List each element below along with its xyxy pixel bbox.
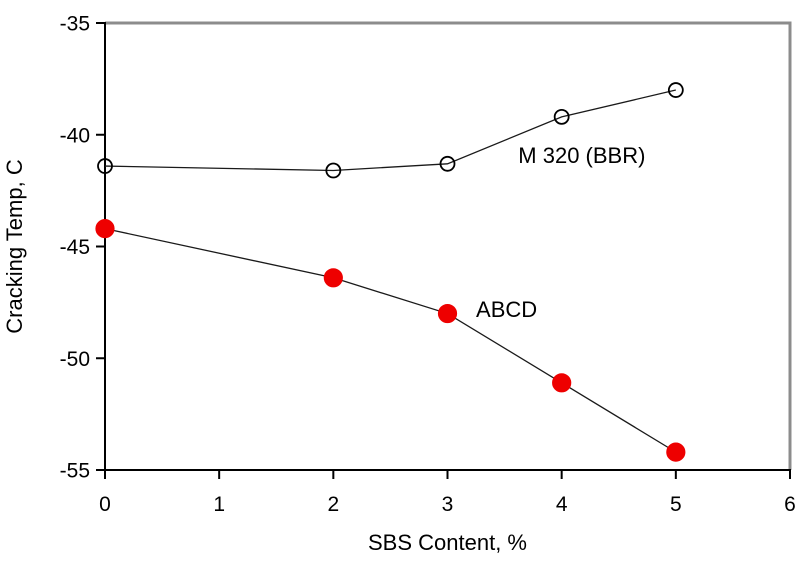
data-point-abcd (437, 303, 458, 324)
data-point-abcd (323, 268, 343, 288)
y-tick-label: -45 (60, 236, 90, 259)
series-label-m-320-bbr: M 320 (BBR) (518, 143, 645, 168)
data-point-m-320-bbr (439, 155, 456, 172)
x-tick-label: 0 (99, 493, 111, 516)
y-tick-label: -35 (60, 13, 90, 36)
series-line-abcd (104, 227, 677, 453)
y-tick-label: -50 (60, 348, 90, 371)
x-tick-label: 6 (784, 493, 796, 516)
data-point-abcd (666, 442, 686, 462)
x-tick-label: 5 (670, 493, 682, 516)
x-tick-label: 1 (213, 493, 225, 516)
series-line-m-320-bbr (104, 89, 676, 172)
data-point-m-320-bbr (667, 82, 684, 98)
y-axis-title: Cracking Temp, C (2, 159, 27, 334)
data-point-abcd (552, 373, 572, 393)
y-tick-label: -40 (60, 124, 90, 147)
data-point-m-320-bbr (553, 108, 570, 125)
series-label-abcd: ABCD (476, 297, 537, 322)
y-tick-label: -55 (60, 460, 90, 483)
data-point-m-320-bbr (325, 162, 342, 179)
x-axis-title: SBS Content, % (368, 530, 527, 555)
data-point-abcd (95, 219, 115, 239)
x-tick-label: 2 (327, 493, 339, 516)
x-tick-label: 3 (442, 493, 454, 516)
data-point-m-320-bbr (97, 158, 113, 174)
x-tick-label: 4 (556, 493, 568, 516)
